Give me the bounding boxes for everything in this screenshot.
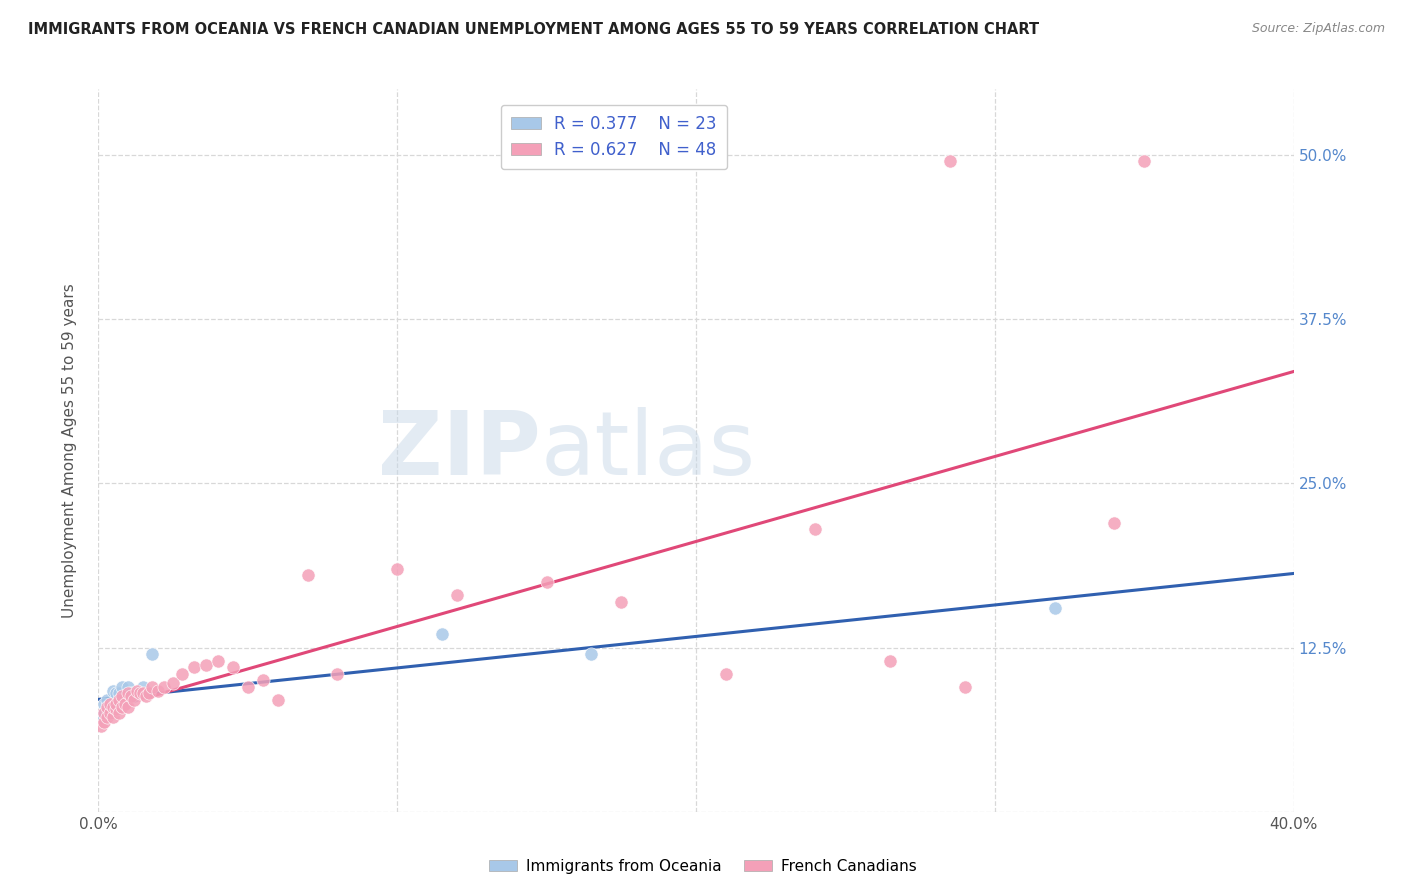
Point [804, 522, 827, 536]
Point [153, 680, 176, 694]
Point [141, 647, 163, 661]
Point [111, 680, 134, 694]
Point [105, 702, 128, 716]
Point [111, 699, 134, 714]
Point [430, 627, 453, 641]
Legend: Immigrants from Oceania, French Canadians: Immigrants from Oceania, French Canadian… [484, 853, 922, 880]
Point [939, 154, 962, 169]
Point [129, 686, 152, 700]
Point [117, 686, 139, 700]
Point [105, 699, 128, 714]
Point [207, 654, 229, 668]
Point [120, 686, 142, 700]
Point [120, 689, 142, 703]
Point [385, 562, 409, 576]
Point [105, 686, 128, 700]
Point [252, 673, 274, 688]
Point [953, 680, 976, 694]
Point [879, 654, 901, 668]
Point [132, 686, 155, 700]
Point [536, 574, 558, 589]
Point [127, 686, 149, 700]
Point [162, 676, 184, 690]
Point [93, 697, 115, 711]
Point [127, 684, 149, 698]
Point [105, 697, 128, 711]
Point [117, 699, 139, 714]
Point [148, 684, 170, 698]
Point [96, 699, 118, 714]
Point [96, 710, 118, 724]
Point [117, 680, 139, 694]
Point [1133, 154, 1156, 169]
Legend: R = 0.377    N = 23, R = 0.627    N = 48: R = 0.377 N = 23, R = 0.627 N = 48 [501, 104, 727, 169]
Point [141, 680, 163, 694]
Point [714, 666, 737, 681]
Point [108, 693, 131, 707]
Point [222, 660, 245, 674]
Text: Source: ZipAtlas.com: Source: ZipAtlas.com [1251, 22, 1385, 36]
Point [135, 689, 157, 703]
Point [326, 666, 349, 681]
Point [90, 719, 112, 733]
Point [90, 710, 112, 724]
Point [446, 588, 468, 602]
Point [108, 686, 131, 700]
Point [172, 666, 194, 681]
Point [98, 699, 122, 714]
Point [98, 706, 122, 721]
Point [1104, 516, 1126, 530]
Point [1043, 601, 1066, 615]
Point [93, 706, 115, 721]
Point [297, 568, 319, 582]
Point [132, 680, 155, 694]
Point [195, 657, 218, 672]
Point [138, 686, 160, 700]
Point [103, 684, 125, 698]
Point [93, 715, 115, 730]
Text: ZIP: ZIP [378, 407, 541, 494]
Point [98, 706, 122, 721]
Y-axis label: Unemployment Among Ages 55 to 59 years: Unemployment Among Ages 55 to 59 years [62, 283, 77, 618]
Point [610, 594, 633, 608]
Point [581, 647, 603, 661]
Point [96, 702, 118, 716]
Point [96, 693, 118, 707]
Point [111, 689, 134, 703]
Point [103, 710, 125, 724]
Point [124, 689, 146, 703]
Point [114, 693, 136, 707]
Point [103, 699, 125, 714]
Point [124, 693, 146, 707]
Point [236, 680, 259, 694]
Point [108, 706, 131, 721]
Point [98, 697, 122, 711]
Point [114, 697, 136, 711]
Point [267, 693, 290, 707]
Text: atlas: atlas [541, 407, 756, 494]
Point [93, 706, 115, 721]
Point [103, 702, 125, 716]
Point [183, 660, 205, 674]
Text: IMMIGRANTS FROM OCEANIA VS FRENCH CANADIAN UNEMPLOYMENT AMONG AGES 55 TO 59 YEAR: IMMIGRANTS FROM OCEANIA VS FRENCH CANADI… [28, 22, 1039, 37]
